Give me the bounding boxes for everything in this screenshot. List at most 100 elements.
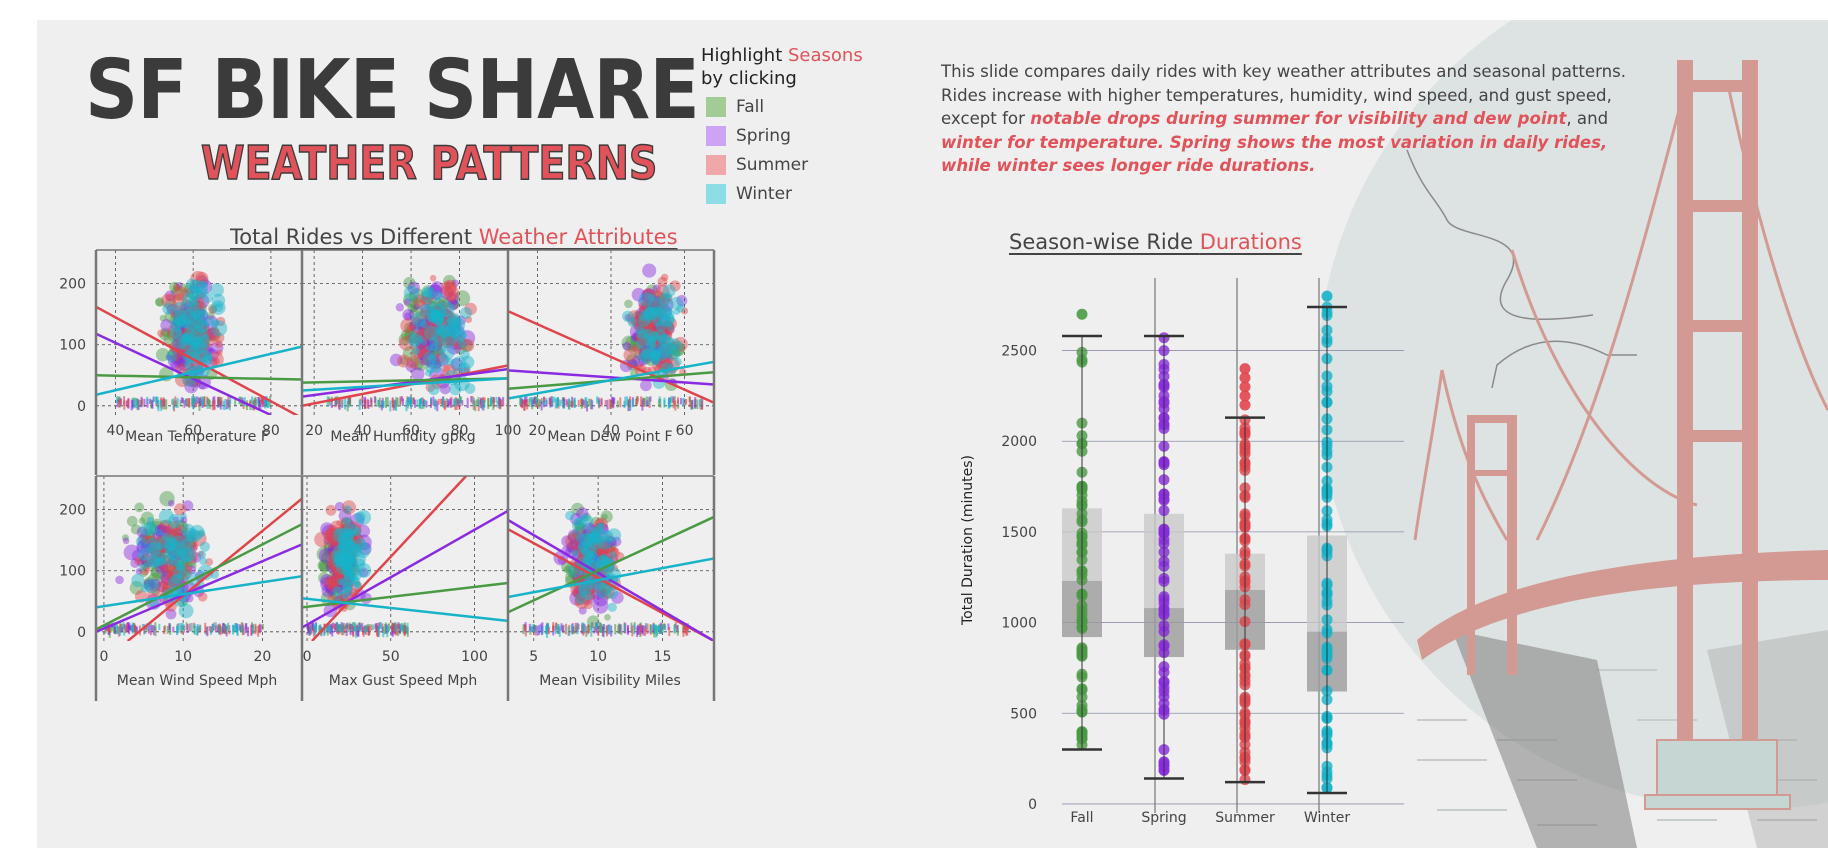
scatter-point xyxy=(339,578,347,586)
scatter-point xyxy=(588,398,591,407)
scatter-point xyxy=(335,528,342,536)
scatter-point xyxy=(172,567,183,578)
scatter-point xyxy=(435,328,447,340)
scatter-point xyxy=(192,396,195,403)
scatter-point xyxy=(662,352,674,365)
scatter-point xyxy=(577,537,587,547)
scatter-point xyxy=(196,341,213,358)
scatter-point xyxy=(345,558,356,568)
scatter-point xyxy=(660,273,669,282)
scatter-point xyxy=(604,613,611,621)
scatter-point xyxy=(647,322,663,339)
scatter-point xyxy=(567,531,580,544)
scatter-point xyxy=(174,536,181,543)
scatter-point xyxy=(378,626,381,637)
scatter-point xyxy=(348,396,351,405)
scatter-point xyxy=(655,320,663,329)
scatter-point xyxy=(126,622,129,632)
scatter-point xyxy=(185,336,196,347)
scatter-point xyxy=(582,399,585,406)
scatter-point xyxy=(333,537,344,548)
scatter-point xyxy=(635,325,645,334)
scatter-point xyxy=(433,342,442,351)
scatter-point xyxy=(530,397,533,407)
scatter-point xyxy=(179,399,182,407)
legend-item-spring[interactable]: Spring xyxy=(701,121,863,150)
legend-item-winter[interactable]: Winter xyxy=(701,179,863,208)
scatter-point xyxy=(440,330,451,342)
scatter-point xyxy=(179,516,188,524)
scatter-point xyxy=(646,284,658,296)
legend-item-fall[interactable]: Fall xyxy=(701,92,863,121)
scatter-point xyxy=(649,296,663,309)
scatter-point xyxy=(627,626,630,635)
scatter-point xyxy=(417,341,427,351)
scatter-point xyxy=(428,339,443,353)
scatter-point xyxy=(638,323,647,332)
scatter-point xyxy=(156,529,163,536)
x-tick-label: 60 xyxy=(676,423,694,439)
scatter-point xyxy=(191,328,201,338)
scatter-point xyxy=(605,546,617,559)
scatter-point xyxy=(635,331,644,341)
x-tick-label: 20 xyxy=(305,423,323,439)
scatter-point xyxy=(328,544,339,554)
scatter-point xyxy=(655,341,671,358)
scatter-point xyxy=(419,317,429,328)
scatter-point xyxy=(585,580,599,594)
scatter-point xyxy=(186,318,198,329)
scatter-point xyxy=(594,581,611,598)
scatter-point xyxy=(432,315,441,325)
scatter-point xyxy=(176,314,191,329)
scatter-point xyxy=(182,314,195,327)
scatter-point xyxy=(329,626,332,633)
scatter-point xyxy=(329,575,337,583)
scatter-point xyxy=(658,328,669,339)
scatter-point xyxy=(205,327,220,342)
scatter-point xyxy=(389,353,403,367)
scatter-point xyxy=(642,290,650,297)
scatter-point xyxy=(432,337,443,348)
scatter-point xyxy=(168,543,175,550)
scatter-point xyxy=(176,323,187,334)
scatter-point xyxy=(328,575,341,588)
legend-item-summer[interactable]: Summer xyxy=(701,150,863,179)
scatter-point xyxy=(406,397,409,409)
scatter-point xyxy=(433,342,447,356)
scatter-point xyxy=(451,356,467,372)
scatter-point xyxy=(431,359,442,370)
scatter-point xyxy=(645,310,660,325)
scatter-point xyxy=(422,338,438,353)
scatter-point xyxy=(339,543,348,552)
scatter-point xyxy=(592,528,608,544)
scatter-point xyxy=(343,551,356,564)
scatter-points xyxy=(104,491,264,638)
scatter-point xyxy=(185,534,194,542)
scatter-point xyxy=(420,295,429,304)
scatter-point xyxy=(657,340,664,347)
scatter-point xyxy=(124,624,127,633)
scatter-point xyxy=(429,274,437,282)
scatter-point xyxy=(471,396,474,405)
scatter-point xyxy=(593,626,596,634)
scatter-point xyxy=(655,307,666,318)
scatter-point xyxy=(335,622,338,633)
scatter-point xyxy=(696,399,699,410)
scatter-point xyxy=(439,335,453,349)
scatter-point xyxy=(652,357,667,372)
scatter-point xyxy=(543,396,546,403)
scatter-point xyxy=(140,540,153,553)
scatter-point xyxy=(354,581,361,588)
scatter-point xyxy=(392,623,395,631)
scatter-point xyxy=(657,344,673,359)
scatter-point xyxy=(179,569,191,581)
scatter-point xyxy=(166,565,176,575)
scatter-point xyxy=(414,355,429,371)
scatter-point xyxy=(655,626,658,638)
scatter-point xyxy=(157,554,172,570)
scatter-point xyxy=(600,588,608,596)
scatter-point xyxy=(653,347,668,362)
scatter-point xyxy=(648,333,663,347)
scatter-point xyxy=(405,400,408,412)
scatter-point xyxy=(589,516,604,531)
